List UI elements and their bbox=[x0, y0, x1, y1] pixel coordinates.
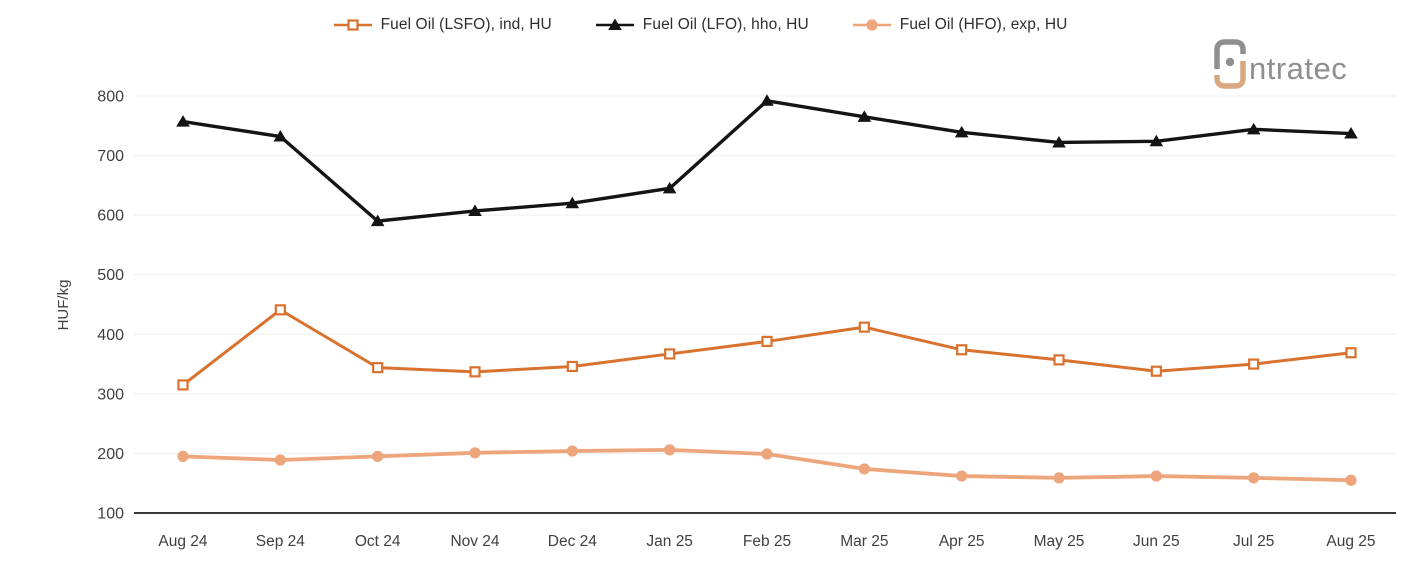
data-point-marker[interactable] bbox=[662, 181, 677, 194]
chart-legend: Fuel Oil (LSFO), ind, HU Fuel Oil (LFO), … bbox=[0, 16, 1401, 34]
data-point-marker[interactable] bbox=[468, 204, 482, 216]
series-line-1 bbox=[182, 99, 1352, 223]
y-tick-label: 700 bbox=[97, 148, 124, 165]
x-tick-label: Aug 25 bbox=[1326, 533, 1375, 550]
data-point-marker[interactable] bbox=[954, 125, 969, 138]
y-tick-label: 600 bbox=[97, 208, 124, 225]
y-tick-label: 500 bbox=[97, 267, 124, 284]
intratec-logo-graphic: ntratec bbox=[1214, 39, 1347, 89]
series-2 bbox=[177, 444, 1357, 486]
data-point-marker[interactable] bbox=[372, 450, 384, 463]
x-tick-label: Feb 25 bbox=[743, 533, 791, 550]
logo-bracket-bottom bbox=[1214, 61, 1246, 89]
data-point-marker[interactable] bbox=[176, 115, 190, 127]
data-point-marker[interactable] bbox=[565, 196, 580, 209]
data-point-marker[interactable] bbox=[956, 344, 968, 356]
data-point-marker[interactable] bbox=[1149, 134, 1164, 147]
data-point-marker[interactable] bbox=[956, 470, 968, 482]
logo-i-dot bbox=[1225, 57, 1235, 67]
y-tick-label: 800 bbox=[97, 89, 124, 106]
legend-label: Fuel Oil (LSFO), ind, HU bbox=[380, 16, 552, 33]
y-tick-label: 200 bbox=[97, 446, 124, 463]
legend-label: Fuel Oil (LFO), hho, HU bbox=[642, 16, 809, 33]
data-point-marker[interactable] bbox=[372, 362, 384, 374]
series-0 bbox=[177, 304, 1357, 391]
logo-bracket-top bbox=[1214, 39, 1246, 69]
legend-item-2[interactable]: Fuel Oil (HFO), exp, HU bbox=[852, 16, 1068, 34]
x-tick-label: Oct 24 bbox=[355, 533, 401, 550]
x-tick-label: Mar 25 bbox=[840, 533, 888, 550]
data-point-marker[interactable] bbox=[1150, 470, 1162, 482]
data-point-marker[interactable] bbox=[858, 463, 870, 475]
series-line-0 bbox=[182, 308, 1352, 387]
data-point-marker[interactable] bbox=[566, 445, 578, 457]
data-point-marker[interactable] bbox=[1345, 474, 1357, 486]
data-point-marker[interactable] bbox=[761, 448, 773, 460]
data-point-marker[interactable] bbox=[664, 348, 676, 360]
legend-item-0[interactable]: Fuel Oil (LSFO), ind, HU bbox=[333, 16, 552, 34]
data-point-marker[interactable] bbox=[1053, 354, 1065, 366]
data-point-marker[interactable] bbox=[761, 335, 773, 348]
x-tick-label: May 25 bbox=[1034, 533, 1085, 550]
y-axis-title: HUF/kg bbox=[55, 280, 72, 331]
legend-circle-icon bbox=[852, 19, 891, 31]
legend-square-open-icon bbox=[333, 19, 372, 31]
series-1 bbox=[176, 94, 1358, 227]
x-tick-label: Jan 25 bbox=[646, 533, 693, 550]
x-tick-label: Jun 25 bbox=[1133, 533, 1180, 550]
data-point-marker[interactable] bbox=[469, 447, 481, 459]
legend-marker-glyph[interactable] bbox=[346, 19, 359, 31]
x-tick-label: Apr 25 bbox=[939, 533, 985, 550]
legend-marker-glyph[interactable] bbox=[607, 18, 622, 31]
intratec-logo: ntratec bbox=[1209, 36, 1387, 92]
data-point-marker[interactable] bbox=[469, 366, 481, 378]
data-point-marker[interactable] bbox=[1150, 365, 1162, 377]
data-point-marker[interactable] bbox=[858, 321, 870, 333]
data-point-marker[interactable] bbox=[760, 94, 774, 106]
data-point-marker[interactable] bbox=[273, 130, 288, 142]
data-point-marker[interactable] bbox=[1053, 472, 1065, 484]
x-tick-label: Jul 25 bbox=[1233, 533, 1274, 550]
logo-wordmark: ntratec bbox=[1249, 51, 1347, 86]
legend-triangle-icon bbox=[595, 18, 634, 31]
x-tick-label: Sep 24 bbox=[256, 533, 306, 550]
x-tick-label: Dec 24 bbox=[548, 533, 597, 550]
legend-label: Fuel Oil (HFO), exp, HU bbox=[899, 16, 1068, 33]
data-point-marker[interactable] bbox=[274, 454, 286, 466]
data-point-marker[interactable] bbox=[274, 304, 286, 316]
data-point-marker[interactable] bbox=[857, 110, 872, 122]
data-point-marker[interactable] bbox=[1052, 135, 1066, 148]
legend-marker-glyph[interactable] bbox=[866, 19, 878, 31]
data-point-marker[interactable] bbox=[566, 360, 578, 373]
data-point-marker[interactable] bbox=[177, 450, 189, 463]
legend-item-1[interactable]: Fuel Oil (LFO), hho, HU bbox=[595, 16, 809, 34]
y-tick-label: 400 bbox=[97, 327, 124, 344]
y-tick-label: 100 bbox=[97, 506, 124, 523]
data-point-marker[interactable] bbox=[1246, 122, 1261, 135]
x-tick-label: Aug 24 bbox=[158, 533, 208, 550]
data-point-marker[interactable] bbox=[177, 379, 189, 391]
data-point-marker[interactable] bbox=[370, 214, 385, 227]
y-tick-label: 300 bbox=[97, 386, 124, 403]
data-point-marker[interactable] bbox=[1248, 358, 1260, 370]
data-point-marker[interactable] bbox=[1344, 127, 1358, 139]
data-point-marker[interactable] bbox=[1248, 472, 1260, 484]
data-point-marker[interactable] bbox=[1345, 347, 1357, 359]
x-tick-label: Nov 24 bbox=[450, 533, 499, 550]
data-point-marker[interactable] bbox=[664, 444, 676, 456]
